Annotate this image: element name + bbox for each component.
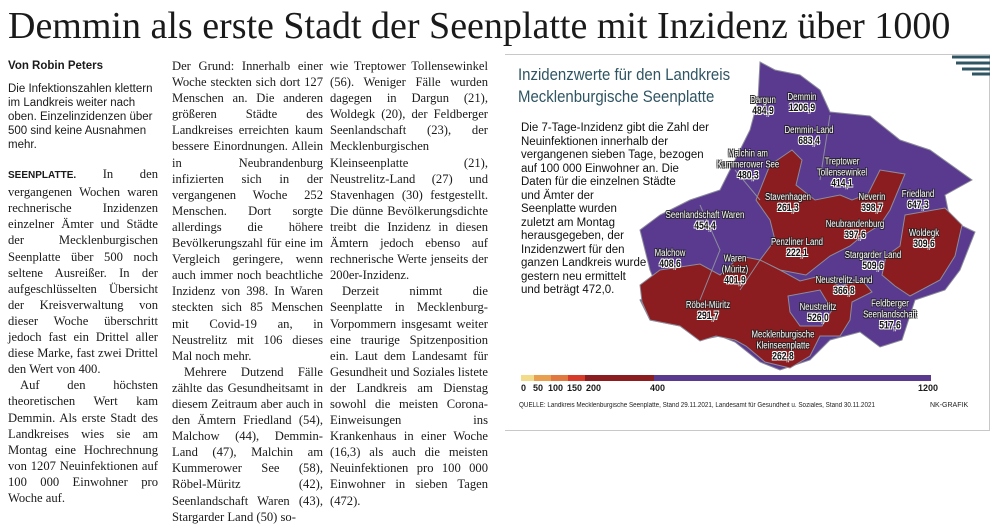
region-value: 526,0 [807,312,829,324]
region-name: Friedland [901,189,935,200]
map-label-stavenhagen: Stavenhagen 261,3 [765,192,811,214]
region-name: Mecklenburgische Kleinseenplatte [751,329,815,352]
map-label-neverin: Neverin 398,7 [859,192,886,214]
region-value: 480,3 [737,169,759,182]
legend-swatch [551,375,568,381]
region-name: Penzliner Land [770,237,824,248]
map-label-malchow: Malchow 408,6 [655,248,686,270]
region-value: 517,6 [879,319,901,332]
map-label-mecklenburgische-kleinseenplatte: Mecklenburgische Kleinseenplatte 262,8 [752,330,815,363]
district-map [639,61,976,371]
region-name: Neverin [858,192,886,203]
map-label-treptower-tollensewinkel: Treptower Tollensewinkel 414,1 [817,157,867,190]
dateline: SEENPLATTE. [8,170,77,182]
region-value: 291,7 [697,310,719,322]
graphic-credit: NK-GRAFIK [930,402,969,409]
region-name: Malchow [654,248,686,259]
map-label-dargun: Dargun 484,9 [750,95,776,117]
paragraph: wie Treptower Tollensewinkel (56). Wenig… [330,59,488,283]
legend-tick: 150 [567,383,583,393]
map-label-friedland: Friedland 647,3 [902,189,935,211]
legend-swatch [521,375,534,381]
region-value: 647,3 [907,199,929,211]
color-legend [521,375,931,381]
legend-tick: 400 [650,383,666,393]
region-value: 397,6 [844,229,866,241]
map-label-penzliner-land: Penzliner Land 222,1 [771,237,823,259]
map-region-red [755,149,906,276]
infographic-frame [505,54,990,431]
region-value: 366,8 [833,285,855,297]
region-name: Neustrelitz [799,302,837,313]
legend-tick: 0 [521,383,527,393]
region-value: 414,1 [831,177,853,190]
map-label-seenlandschaft-waren: Seenlandschaft Waren 454,4 [666,210,745,232]
region-value: 408,6 [659,258,681,270]
graphic-description: Die 7-Tage-Inzidenz gibt die Zahl der Ne… [521,122,709,296]
lede: Die Infektionszahlen klettern im Landkre… [8,83,153,152]
map-label-waren-müritz-: Waren (Müritz) 401,9 [722,254,748,287]
region-name: Feldberger Seenlandschaft [863,298,917,321]
legend-tick: 1200 [918,383,939,393]
region-name: Malchin am Kummerower See [716,148,780,171]
map-label-feldberger-seenlandschaft: Feldberger Seenlandschaft 517,6 [863,299,917,332]
graphic-title: Inzidenzwerte für den Landkreis Mecklenbu… [518,65,731,106]
paragraph: Der Grund: Innerhalb einer Woche steckte… [172,59,323,363]
region-value: 398,7 [861,202,883,214]
map-label-malchin-am-kummerower-see: Malchin am Kummerower See 480,3 [717,149,779,182]
newspaper-logo-icon [952,55,990,76]
map-label-woldegk: Woldegk 309,6 [909,228,939,250]
map-region-red [639,255,873,369]
region-name: Woldegk [908,228,940,239]
paragraph: SEENPLATTE. In den vergangenen Wochen wa… [8,167,158,377]
source-note: QUELLE: Landkreis Mecklenburgische Seenp… [519,402,875,409]
map-region-purple [787,289,833,327]
region-value: 309,6 [913,238,935,250]
map-label-neustrelitz-land: Neustrelitz-Land 366,8 [816,275,873,297]
region-name: Röbel-Müritz [685,300,731,311]
region-value: 262,8 [772,350,794,363]
legend-tick: 50 [533,383,544,393]
region-value: 454,4 [694,220,716,232]
region-value: 484,9 [752,105,774,117]
region-name: Demmin [787,92,817,103]
region-value: 261,3 [777,202,799,214]
region-name: Dargun [750,95,776,106]
legend-swatch [585,375,654,381]
map-label-neubrandenburg: Neubrandenburg 397,6 [826,219,885,241]
map-label-neustrelitz: Neustrelitz 526,0 [800,302,837,324]
map-label-stargarder-land: Stargarder Land 509,6 [845,250,901,272]
legend-tick: 200 [586,383,602,393]
headline: Demmin als erste Stadt der Seenplatte mi… [8,5,951,47]
map-label-demmin: Demmin 1206,9 [787,92,816,114]
map-label-demmin-land: Demmin-Land 683,4 [785,125,834,147]
region-name: Neubrandenburg [825,219,885,230]
region-name: Treptower Tollensewinkel [816,156,868,179]
map-label-röbel-müritz: Röbel-Müritz 291,7 [686,300,730,322]
byline: Von Robin Peters [8,60,103,72]
region-name: Demmin-Land [784,125,834,136]
region-name: Seenlandschaft Waren [665,210,745,221]
legend-swatch [654,375,931,381]
legend-swatch [568,375,585,381]
region-name: Stavenhagen [765,192,811,203]
legend-tick: 100 [548,383,564,393]
region-value: 683,4 [798,135,820,147]
region-value: 1206,9 [788,102,816,114]
map-region-red [881,207,963,297]
legend-swatch [534,375,551,381]
region-value: 509,6 [862,260,884,272]
region-value: 401,9 [724,274,746,287]
region-name: Neustrelitz-Land [815,275,873,286]
region-name: Stargarder Land [844,250,902,261]
region-value: 222,1 [786,247,808,259]
region-name: Waren (Müritz) [721,253,749,276]
